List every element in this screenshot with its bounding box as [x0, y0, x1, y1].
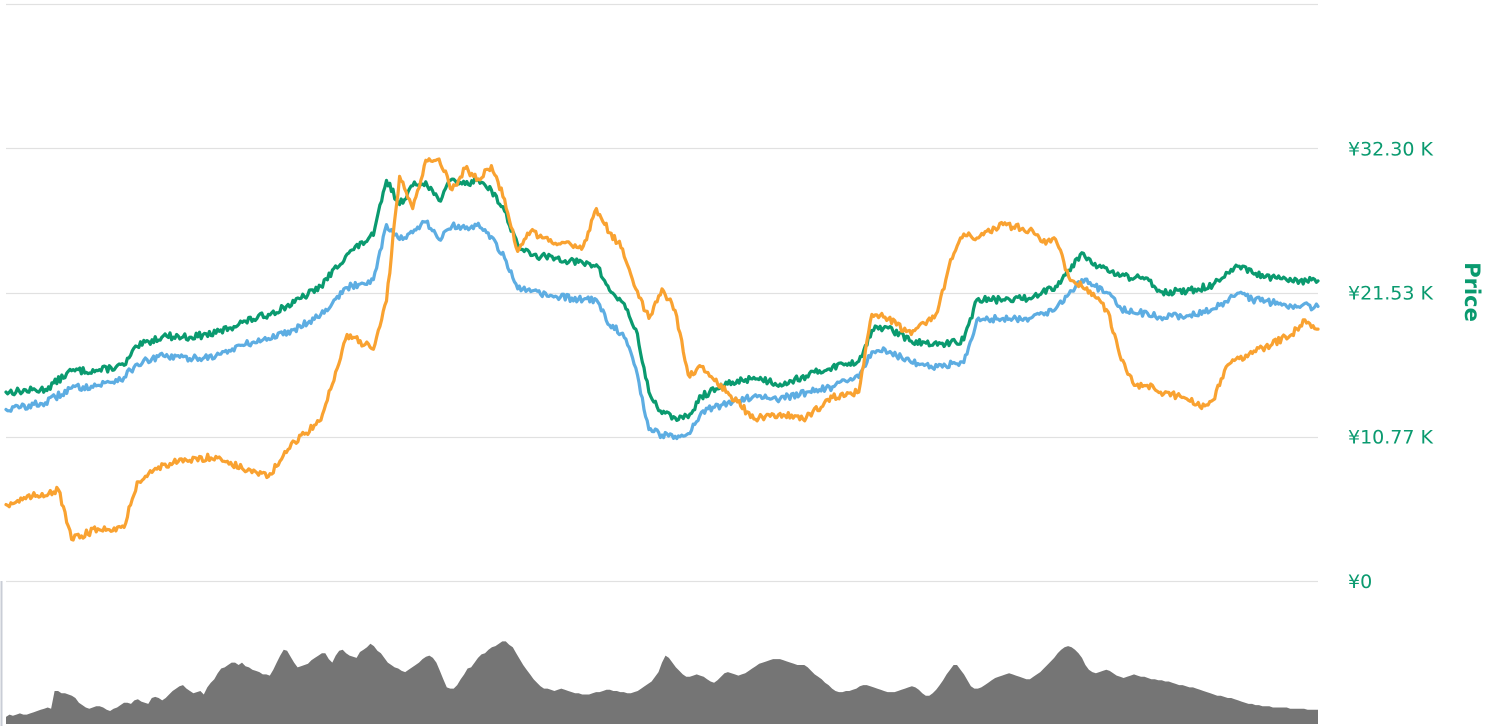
volume-area — [6, 641, 1318, 724]
price-line — [4, 219, 1320, 441]
y-tick-label: ¥21.53 K — [1348, 283, 1434, 305]
gridlines — [0, 3, 1318, 726]
volume-area-shape — [6, 641, 1318, 724]
price-line — [4, 157, 1320, 542]
y-tick-label: ¥0 — [1348, 571, 1372, 593]
y-axis-label: Price — [1460, 262, 1484, 322]
y-tick-label: ¥10.77 K — [1348, 427, 1434, 449]
price-series — [4, 157, 1320, 542]
y-tick-label: ¥32.30 K — [1348, 138, 1434, 160]
y-axis-ticks: ¥0 ¥10.77 K ¥21.53 K ¥32.30 K — [1348, 138, 1434, 593]
price-line — [4, 175, 1320, 422]
